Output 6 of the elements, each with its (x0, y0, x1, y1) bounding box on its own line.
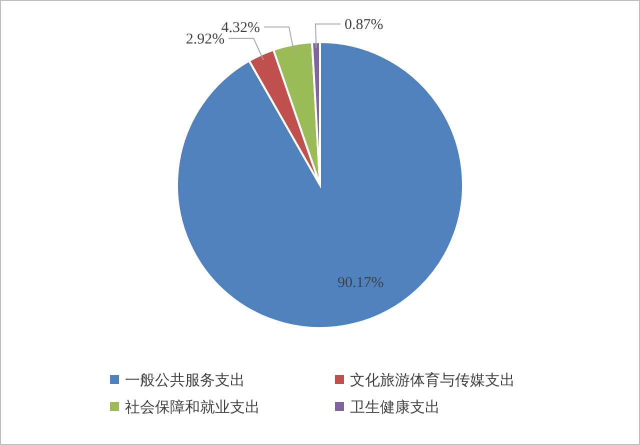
legend-label: 社会保障和就业支出 (125, 398, 260, 416)
data-label: 0.87% (344, 17, 384, 34)
legend-label: 一般公共服务支出 (125, 371, 245, 389)
legend-label: 文化旅游体育与传媒支出 (350, 371, 515, 389)
data-label: 90.17% (338, 274, 384, 291)
legend-label: 卫生健康支出 (350, 398, 440, 416)
